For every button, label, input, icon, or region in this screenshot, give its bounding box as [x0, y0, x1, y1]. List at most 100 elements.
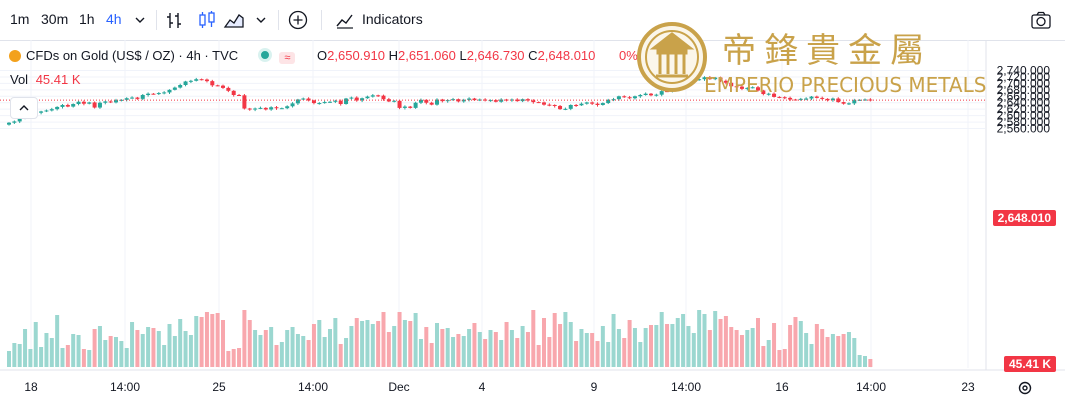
volume-bar: [76, 335, 81, 367]
candle-body: [71, 104, 76, 107]
logo-chinese-text: 帝鋒貴金屬: [722, 31, 932, 71]
volume-bar: [172, 336, 177, 367]
candle-body: [611, 99, 616, 101]
volume-bar: [525, 332, 530, 367]
volume-bar: [103, 340, 108, 367]
candle-body: [435, 99, 439, 105]
volume-bar: [723, 316, 728, 367]
volume-bar: [445, 328, 450, 367]
interval-4h[interactable]: 4h: [106, 11, 122, 27]
candle-body: [17, 118, 22, 122]
candle-body: [397, 100, 402, 108]
volume-bar: [274, 345, 279, 367]
volume-bar: [568, 322, 573, 367]
candle-body: [290, 103, 295, 107]
y-tick-label: 2,580.000: [997, 115, 1051, 129]
interval-30m[interactable]: 30m: [41, 11, 69, 27]
candle-body: [461, 99, 466, 102]
candle-body: [456, 99, 461, 102]
volume-bar: [697, 310, 702, 367]
candle-body: [536, 102, 541, 104]
candle-body: [718, 77, 723, 81]
volume-bar: [333, 318, 338, 367]
volume-bar: [92, 329, 97, 367]
candle-body: [729, 82, 734, 87]
chevron-down-icon[interactable]: [250, 9, 272, 31]
volume-bar: [258, 335, 263, 367]
x-tick-label: 16: [775, 380, 789, 394]
volume-bar: [600, 326, 605, 367]
volume-bar: [670, 324, 675, 367]
volume-bar: [146, 327, 151, 367]
volume-bar: [263, 330, 268, 367]
volume-bar: [686, 326, 691, 367]
volume-bar: [515, 338, 520, 367]
indicators-icon[interactable]: [334, 9, 356, 31]
candle-body: [328, 101, 332, 103]
price-chart[interactable]: 2,740.0002,720.0002,700.0002,680.0002,66…: [0, 40, 1065, 404]
candle-body: [258, 107, 263, 109]
candle-body: [322, 102, 327, 104]
candle-body: [7, 122, 11, 125]
candle-body: [627, 97, 632, 99]
interval-1h[interactable]: 1h: [79, 11, 95, 27]
volume-bar: [418, 339, 423, 367]
candle-body: [825, 98, 830, 101]
candle-body: [568, 104, 573, 109]
volume-bar: [632, 328, 637, 367]
candle-body: [124, 98, 129, 100]
candles-icon[interactable]: [196, 9, 218, 31]
wave-icon[interactable]: ≈: [279, 52, 296, 64]
volume-bar: [140, 334, 145, 367]
market-status-icon[interactable]: [257, 48, 272, 62]
volume-bar: [729, 327, 734, 367]
symbol-title[interactable]: CFDs on Gold (US$ / OZ) · 4h · TVC: [26, 48, 239, 63]
candle-body: [81, 101, 86, 104]
volume-bar: [638, 342, 643, 367]
candle-body: [830, 98, 835, 101]
candle-body: [483, 99, 488, 101]
candle-body: [809, 96, 814, 99]
volume-bar: [606, 342, 611, 367]
candle-body: [579, 103, 584, 106]
volume-bar: [328, 329, 332, 367]
volume-bar: [681, 314, 686, 367]
candle-body: [97, 102, 102, 108]
candle-body: [162, 92, 167, 94]
volume-bar: [467, 329, 472, 367]
volume-bar: [301, 336, 306, 367]
volume-bar: [156, 331, 161, 367]
collapse-legend-button[interactable]: [10, 97, 38, 119]
area-chart-icon[interactable]: [223, 9, 245, 31]
bar-chart-type-icon[interactable]: [164, 9, 186, 31]
interval-1m[interactable]: 1m: [10, 11, 30, 27]
candle-body: [798, 98, 803, 100]
candle-body: [504, 99, 509, 101]
add-plus-circle-icon[interactable]: [287, 9, 309, 31]
candle-body: [354, 97, 359, 101]
volume-bar: [595, 341, 600, 367]
candle-body: [595, 103, 600, 105]
high-value: 2,651.060: [398, 48, 456, 63]
volume-bar: [33, 322, 38, 367]
volume-bar: [370, 324, 375, 367]
volume-bar: [295, 334, 300, 367]
volume-bar: [322, 337, 327, 367]
volume-bar: [226, 351, 231, 367]
volume-bar: [520, 326, 525, 367]
x-tick-label: 14:00: [298, 380, 328, 394]
candle-body: [49, 109, 54, 111]
camera-icon[interactable]: [1030, 9, 1052, 31]
chevron-down-icon[interactable]: [129, 9, 151, 31]
y-tick-label: 2,700.000: [997, 76, 1051, 90]
volume-bar: [60, 348, 65, 367]
candle-body: [279, 108, 284, 110]
indicators-button[interactable]: Indicators: [362, 11, 423, 27]
volume-bar: [654, 325, 659, 367]
x-tick-label: Dec: [388, 380, 409, 394]
y-tick-label: 2,560.000: [997, 122, 1051, 136]
candle-body: [707, 77, 712, 80]
candle-body: [745, 87, 750, 89]
volume-bar: [39, 347, 44, 367]
settings-gear-icon[interactable]: [1016, 379, 1034, 397]
